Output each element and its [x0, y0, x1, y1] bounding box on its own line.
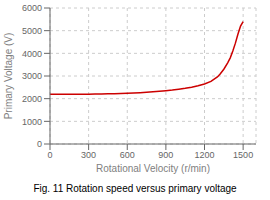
svg-text:900: 900 [158, 150, 173, 160]
svg-text:300: 300 [81, 150, 96, 160]
svg-text:6000: 6000 [22, 3, 42, 13]
svg-text:Primary Voltage (V): Primary Voltage (V) [8, 33, 14, 120]
svg-text:1200: 1200 [194, 150, 214, 160]
svg-text:2000: 2000 [22, 94, 42, 104]
svg-text:0: 0 [37, 139, 42, 149]
svg-text:4000: 4000 [22, 49, 42, 59]
svg-text:5000: 5000 [22, 26, 42, 36]
svg-text:1000: 1000 [22, 117, 42, 127]
svg-text:Rotational Velocity (r/min): Rotational Velocity (r/min) [96, 163, 210, 174]
svg-text:3000: 3000 [22, 71, 42, 81]
svg-text:0: 0 [47, 150, 52, 160]
svg-text:1500: 1500 [233, 150, 253, 160]
svg-text:600: 600 [120, 150, 135, 160]
html-text:Fig. 11 Rotation speed versus: Fig. 11 Rotation speed versus primary vo… [33, 182, 237, 194]
